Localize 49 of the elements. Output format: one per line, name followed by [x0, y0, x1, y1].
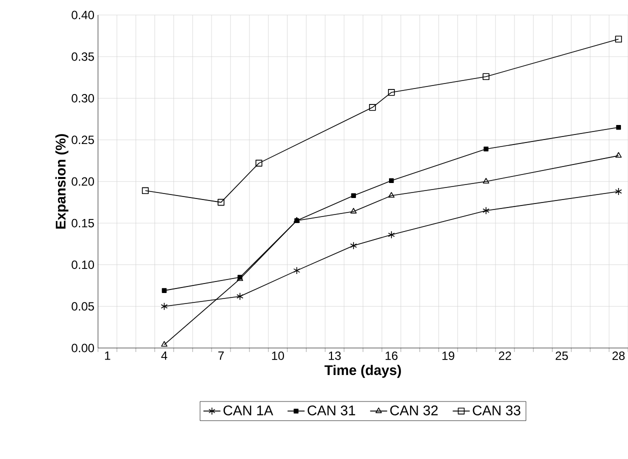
x-tick-label: 1 — [105, 352, 110, 360]
point — [369, 104, 376, 111]
y-tick-label: 0.20 — [72, 177, 94, 186]
point — [482, 178, 490, 184]
point — [142, 187, 149, 194]
point — [388, 192, 395, 198]
x-tick-label: 13 — [328, 352, 341, 360]
y-tick-label: 0.05 — [72, 302, 94, 311]
legend-label: CAN 32 — [390, 405, 438, 416]
point — [388, 230, 395, 239]
x-tick-label: 10 — [272, 352, 284, 360]
point — [236, 292, 244, 300]
legend-label: CAN 1A — [224, 405, 274, 416]
legend-label: CAN 31 — [308, 405, 356, 416]
x-tick-label: 25 — [556, 352, 568, 360]
point — [218, 198, 224, 206]
x-axis-title: Time (days) — [324, 364, 401, 378]
y-tick-label: 0.30 — [72, 94, 94, 102]
point — [482, 73, 490, 80]
point — [160, 302, 168, 310]
y-tick-label: 0.35 — [72, 52, 94, 61]
x-tick-label: 7 — [218, 352, 224, 360]
legend-label: CAN 33 — [472, 405, 520, 416]
y-tick-label: 0.25 — [72, 136, 94, 144]
point — [256, 160, 262, 167]
point — [388, 89, 395, 96]
y-tick-label: 0.40 — [72, 10, 94, 20]
x-tick-label: 22 — [498, 352, 512, 360]
x-tick-label: 4 — [161, 352, 168, 360]
point — [615, 188, 622, 196]
point — [615, 152, 622, 158]
point — [482, 206, 490, 215]
point — [350, 242, 357, 250]
point — [162, 288, 167, 293]
point — [161, 341, 168, 347]
point — [293, 266, 300, 274]
point — [351, 193, 356, 198]
point — [389, 178, 394, 184]
point — [484, 146, 488, 152]
y-tick-label: 0.10 — [72, 260, 94, 269]
y-tick-label: 0.15 — [72, 218, 94, 228]
point — [616, 124, 621, 130]
point — [350, 208, 357, 214]
point — [615, 36, 622, 43]
x-tick-label: 16 — [386, 352, 398, 360]
x-tick-label: 28 — [612, 352, 625, 360]
y-tick-label: 0.00 — [72, 344, 94, 352]
x-tick-label: 19 — [442, 352, 454, 360]
y-axis-title: Expansion (%) — [55, 134, 68, 229]
